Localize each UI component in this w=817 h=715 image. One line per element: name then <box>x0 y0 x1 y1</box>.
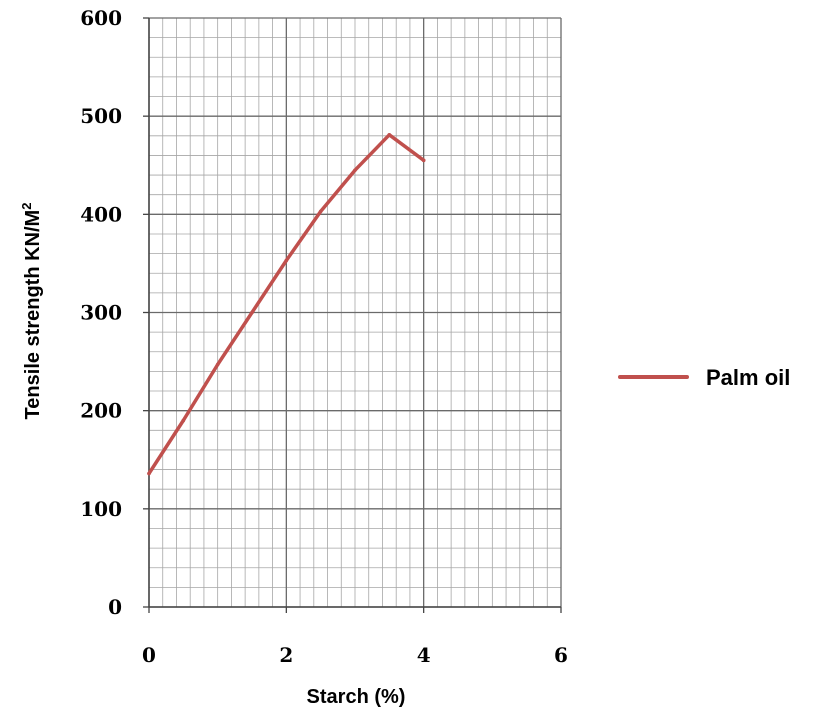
data-point <box>147 471 151 476</box>
data-point <box>215 362 220 367</box>
y-tick-label-400: 400 <box>80 202 122 226</box>
x-tick-label-2: 2 <box>279 643 293 667</box>
y-axis-title: Tensile strength KN/M2 <box>19 203 44 420</box>
x-tick-label-6: 6 <box>554 643 568 667</box>
data-point <box>387 133 392 137</box>
x-tick-label-4: 4 <box>417 643 431 667</box>
y-axis-title-superscript: 2 <box>19 203 34 210</box>
data-point <box>181 418 186 423</box>
axes <box>143 17 562 613</box>
major-grid <box>148 17 562 608</box>
y-tick-label-600: 600 <box>80 6 122 30</box>
series-group <box>147 133 426 476</box>
y-tick-label-300: 300 <box>80 301 122 325</box>
data-point <box>353 168 357 172</box>
x-axis-title: Starch (%) <box>307 686 406 708</box>
y-tick-labels: 0 100 200 300 400 500 600 <box>80 6 122 619</box>
x-tick-labels: 0 2 4 6 <box>142 643 568 667</box>
data-point <box>250 310 254 315</box>
data-point <box>421 158 426 163</box>
legend-label-palm-oil: Palm oil <box>706 365 790 390</box>
y-tick-label-500: 500 <box>80 104 122 128</box>
legend: Palm oil <box>618 365 790 390</box>
y-axis-title-text: Tensile strength KN/M <box>22 210 44 420</box>
y-tick-label-100: 100 <box>80 497 122 521</box>
data-point <box>284 258 289 263</box>
x-tick-label-0: 0 <box>142 643 156 667</box>
y-tick-label-200: 200 <box>80 399 122 423</box>
y-tick-label-0: 0 <box>108 595 122 619</box>
data-point <box>318 209 323 214</box>
